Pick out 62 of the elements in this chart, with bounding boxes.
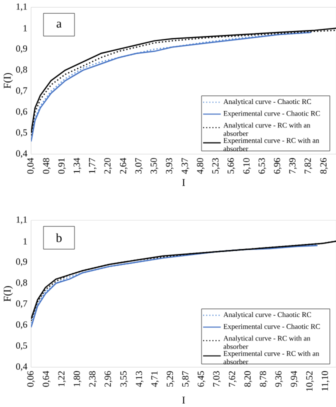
y-tick-label: 0,7	[16, 300, 27, 308]
y-tick-label: 0,8	[16, 66, 27, 74]
x-tick-label: 9,36	[275, 371, 283, 387]
x-tick-label: 10,52	[306, 371, 314, 391]
y-tick-label: 0,6	[16, 108, 27, 116]
x-tick-label: 4,80	[196, 158, 204, 174]
y-tick-label: 0,4	[16, 150, 28, 158]
x-tick-label: 11,10	[322, 371, 330, 391]
x-tick-label: 4,37	[181, 158, 190, 174]
x-tick-label: 5,87	[182, 371, 190, 387]
y-tick-label: 0,7	[16, 87, 27, 95]
x-tick-label: 1,34	[73, 158, 82, 174]
x-tick-label: 0,04	[27, 158, 35, 174]
x-tick-label: 4,13	[136, 371, 144, 387]
x-tick-label: 4,71	[151, 371, 159, 387]
x-tick-label: 7,82	[304, 158, 312, 174]
x-tick-label: 6,96	[274, 158, 282, 174]
x-tick-label: 2,38	[88, 371, 97, 387]
y-tick-label: 0,8	[16, 279, 27, 288]
x-tick-label: 7,62	[228, 371, 236, 386]
annotation: a	[56, 22, 62, 28]
x-tick-label: 6,53	[258, 158, 266, 174]
y-axis-title: F(I)	[3, 73, 13, 88]
x-tick-label: 2,64	[120, 158, 128, 174]
x-tick-label: 0,06	[27, 371, 35, 387]
x-tick-label: 2,20	[104, 158, 112, 174]
x-tick-label: 1,22	[58, 371, 66, 386]
x-tick-label: 9,94	[290, 370, 298, 387]
y-tick-label: 1,1	[16, 3, 27, 12]
y-tick-label: 1	[23, 238, 27, 244]
y-tick-label: 0,6	[16, 321, 27, 329]
x-tick-label: 6,10	[243, 158, 251, 174]
x-tick-label: 5,66	[227, 158, 235, 174]
y-tick-label: 0,5	[16, 129, 27, 137]
x-tick-label: 3,93	[166, 158, 174, 174]
x-tick-label: 8,20	[244, 371, 252, 387]
x-tick-label: 7,03	[212, 371, 221, 386]
x-axis-title: I	[182, 179, 185, 186]
y-tick-label: 0,9	[16, 258, 27, 266]
x-tick-label: 8,26	[320, 158, 328, 174]
y-tick-label: 1,1	[16, 216, 27, 224]
x-tick-label: 3,50	[150, 158, 158, 174]
x-tick-label: 5,23	[212, 158, 220, 174]
y-tick-label: 1	[23, 25, 27, 32]
x-tick-label: 5,29	[166, 371, 174, 387]
x-axis-title: I	[182, 396, 185, 404]
x-tick-label: 0,64	[42, 370, 50, 387]
y-axis-title: F(I)	[3, 286, 13, 302]
x-tick-label: 0,91	[58, 158, 66, 174]
y-tick-label: 0,9	[16, 45, 27, 54]
x-tick-label: 6,45	[198, 371, 206, 387]
annotation: b	[56, 233, 62, 242]
x-tick-label: 7,39	[289, 158, 297, 174]
x-tick-label: 3,55	[120, 371, 128, 387]
x-tick-label: 0,48	[42, 158, 50, 174]
x-tick-label: 1,77	[88, 158, 96, 174]
x-tick-label: 3,07	[135, 158, 143, 174]
x-tick-label: 2,96	[104, 371, 112, 387]
x-tick-label: 8,78	[260, 371, 268, 387]
x-tick-label: 1,80	[73, 371, 82, 386]
y-tick-label: 0,4	[16, 363, 28, 371]
y-tick-label: 0,5	[16, 342, 27, 350]
